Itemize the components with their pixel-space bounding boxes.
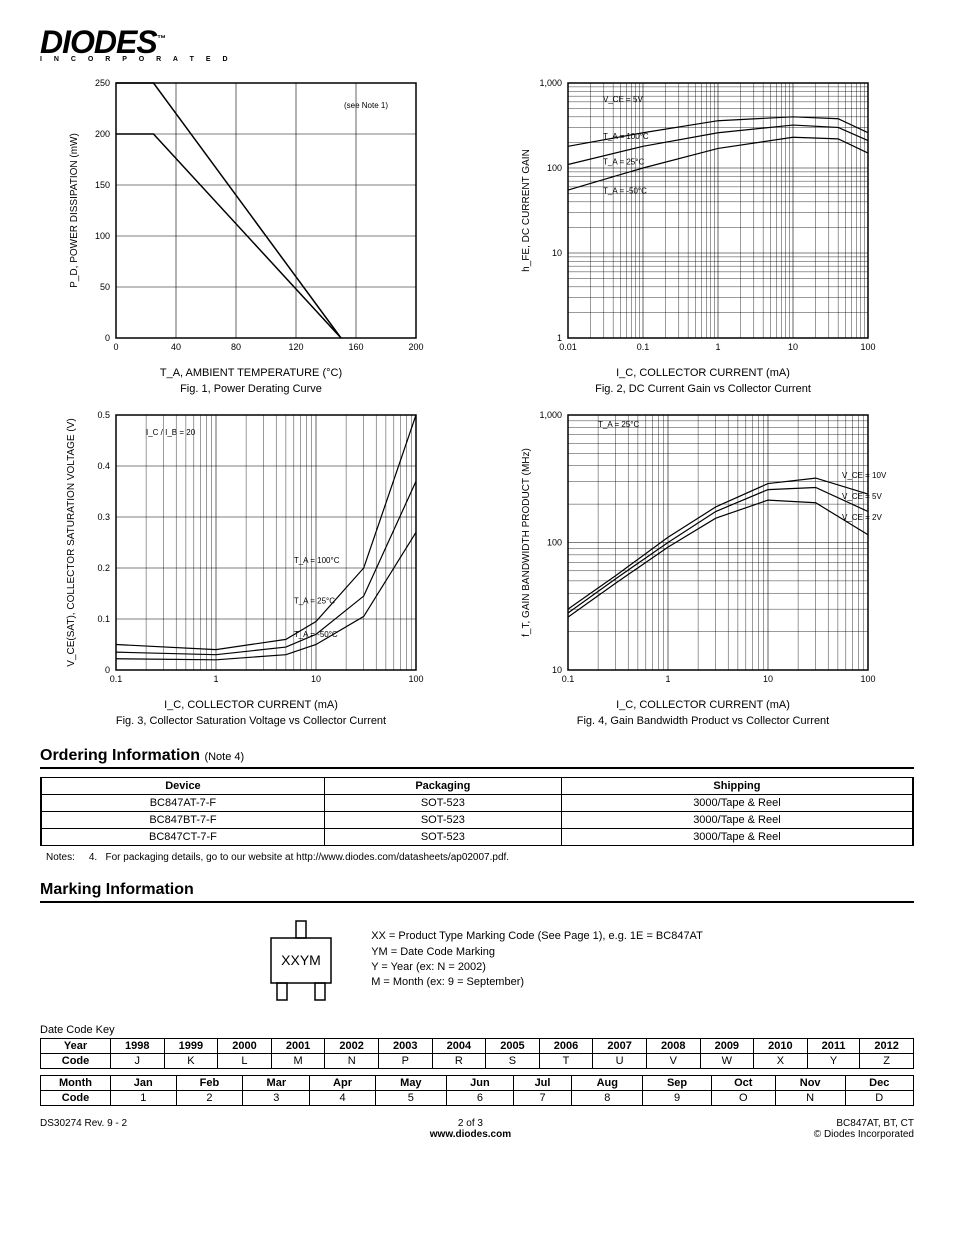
svg-text:1,000: 1,000 — [539, 410, 562, 420]
svg-text:0.1: 0.1 — [97, 614, 110, 624]
svg-text:T_A = -50°C: T_A = -50°C — [603, 186, 647, 195]
svg-text:1: 1 — [715, 342, 720, 352]
svg-text:V_CE(SAT), COLLECTOR SATURATIO: V_CE(SAT), COLLECTOR SATURATION VOLTAGE … — [66, 418, 77, 666]
datekey-label: Date Code Key — [40, 1024, 914, 1036]
svg-text:120: 120 — [288, 342, 303, 352]
svg-text:10: 10 — [552, 665, 562, 675]
svg-text:T_A = 25°C: T_A = 25°C — [598, 420, 639, 429]
ordering-heading: Ordering Information (Note 4) — [40, 747, 914, 769]
footer-left: DS30274 Rev. 9 - 2 — [40, 1118, 127, 1129]
svg-text:T_A = 100°C: T_A = 100°C — [294, 555, 340, 564]
ordering-note: Notes: 4. For packaging details, go to o… — [46, 852, 914, 863]
svg-text:V_CE = 10V: V_CE = 10V — [842, 471, 887, 480]
svg-text:0.3: 0.3 — [97, 512, 110, 522]
fig1-xlabel: T_A, AMBIENT TEMPERATURE (°C) — [40, 367, 462, 379]
month-code-table: MonthJanFebMarAprMayJunJulAugSepOctNovDe… — [40, 1075, 914, 1106]
svg-text:100: 100 — [860, 342, 875, 352]
fig2-xlabel: I_C, COLLECTOR CURRENT (mA) — [492, 367, 914, 379]
svg-text:0: 0 — [105, 665, 110, 675]
svg-text:P_D, POWER DISSIPATION (mW): P_D, POWER DISSIPATION (mW) — [69, 133, 80, 288]
footer-center: 2 of 3 www.diodes.com — [127, 1118, 814, 1140]
logo: DIODES™ I N C O R P O R A T E D — [40, 30, 914, 63]
svg-text:(see Note 1): (see Note 1) — [344, 101, 388, 110]
svg-text:V_CE = 5V: V_CE = 5V — [603, 94, 643, 103]
svg-text:0.4: 0.4 — [97, 461, 110, 471]
svg-text:I_C / I_B = 20: I_C / I_B = 20 — [146, 428, 196, 437]
fig4-xlabel: I_C, COLLECTOR CURRENT (mA) — [492, 699, 914, 711]
fig3-title: Fig. 3, Collector Saturation Voltage vs … — [40, 715, 462, 727]
fig2-title: Fig. 2, DC Current Gain vs Collector Cur… — [492, 383, 914, 395]
svg-text:0.01: 0.01 — [559, 342, 577, 352]
charts-grid: 04080120160200050100150200250(see Note 1… — [40, 73, 914, 727]
svg-text:150: 150 — [95, 180, 110, 190]
svg-text:T_A = -50°C: T_A = -50°C — [294, 629, 338, 638]
svg-text:0.2: 0.2 — [97, 563, 110, 573]
svg-text:T_A = 25°C: T_A = 25°C — [603, 157, 644, 166]
svg-text:V_CE = 5V: V_CE = 5V — [842, 491, 882, 500]
fig2: 0.01 0.1 1 10 100 1 10 100 1,000 V_CE = 5V T_A = 1… — [492, 73, 914, 395]
svg-text:40: 40 — [171, 342, 181, 352]
svg-text:10: 10 — [552, 248, 562, 258]
svg-text:100: 100 — [408, 674, 423, 684]
svg-text:1,000: 1,000 — [539, 78, 562, 88]
svg-text:10: 10 — [763, 674, 773, 684]
svg-text:0.5: 0.5 — [97, 410, 110, 420]
logo-subtext: I N C O R P O R A T E D — [40, 56, 914, 63]
marking-heading: Marking Information — [40, 881, 914, 903]
fig4: 0.1 1 10 100 10 100 1,000 T_A = 25°C V_CE = 10V V… — [492, 405, 914, 727]
svg-text:80: 80 — [231, 342, 241, 352]
svg-text:100: 100 — [860, 674, 875, 684]
svg-text:h_FE, DC CURRENT GAIN: h_FE, DC CURRENT GAIN — [521, 149, 532, 272]
svg-text:f_T, GAIN BANDWIDTH PRODUCT (M: f_T, GAIN BANDWIDTH PRODUCT (MHz) — [521, 448, 532, 637]
fig4-title: Fig. 4, Gain Bandwidth Product vs Collec… — [492, 715, 914, 727]
svg-text:100: 100 — [547, 163, 562, 173]
svg-text:XXYM: XXYM — [281, 952, 321, 968]
svg-text:1: 1 — [557, 333, 562, 343]
svg-text:1: 1 — [665, 674, 670, 684]
marking-diagram-wrap: XXYM XX = Product Type Marking Code (See… — [40, 913, 914, 1008]
svg-text:250: 250 — [95, 78, 110, 88]
fig1-title: Fig. 1, Power Derating Curve — [40, 383, 462, 395]
svg-text:100: 100 — [547, 537, 562, 547]
logo-text: DIODES™ — [40, 30, 914, 56]
svg-text:T_A = 25°C: T_A = 25°C — [294, 596, 335, 605]
svg-text:0.1: 0.1 — [637, 342, 650, 352]
svg-text:T_A = 100°C: T_A = 100°C — [603, 131, 649, 140]
page-footer: DS30274 Rev. 9 - 2 2 of 3 www.diodes.com… — [40, 1118, 914, 1140]
footer-right: BC847AT, BT, CT © Diodes Incorporated — [814, 1118, 914, 1140]
svg-text:100: 100 — [95, 231, 110, 241]
svg-text:10: 10 — [788, 342, 798, 352]
svg-text:160: 160 — [348, 342, 363, 352]
fig3-xlabel: I_C, COLLECTOR CURRENT (mA) — [40, 699, 462, 711]
svg-text:10: 10 — [311, 674, 321, 684]
year-code-table: Year199819992000200120022003200420052006… — [40, 1038, 914, 1069]
svg-text:1: 1 — [213, 674, 218, 684]
svg-text:V_CE = 2V: V_CE = 2V — [842, 513, 882, 522]
marking-description: XX = Product Type Marking Code (See Page… — [371, 929, 703, 991]
svg-text:0.1: 0.1 — [562, 674, 575, 684]
svg-text:200: 200 — [408, 342, 423, 352]
package-diagram: XXYM — [251, 913, 351, 1008]
fig1: 0 40 80 120 160 200 0 50 100 150 200 250 (see Note 1… — [40, 73, 462, 395]
svg-text:0: 0 — [105, 333, 110, 343]
ordering-table: DevicePackagingShippingBC847AT-7-FSOT-52… — [40, 777, 914, 846]
svg-text:0.1: 0.1 — [110, 674, 123, 684]
fig3: 0.111010000.10.20.30.40.5I_C / I_B = 20T… — [40, 405, 462, 727]
svg-text:0: 0 — [113, 342, 118, 352]
svg-text:200: 200 — [95, 129, 110, 139]
svg-text:50: 50 — [100, 282, 110, 292]
